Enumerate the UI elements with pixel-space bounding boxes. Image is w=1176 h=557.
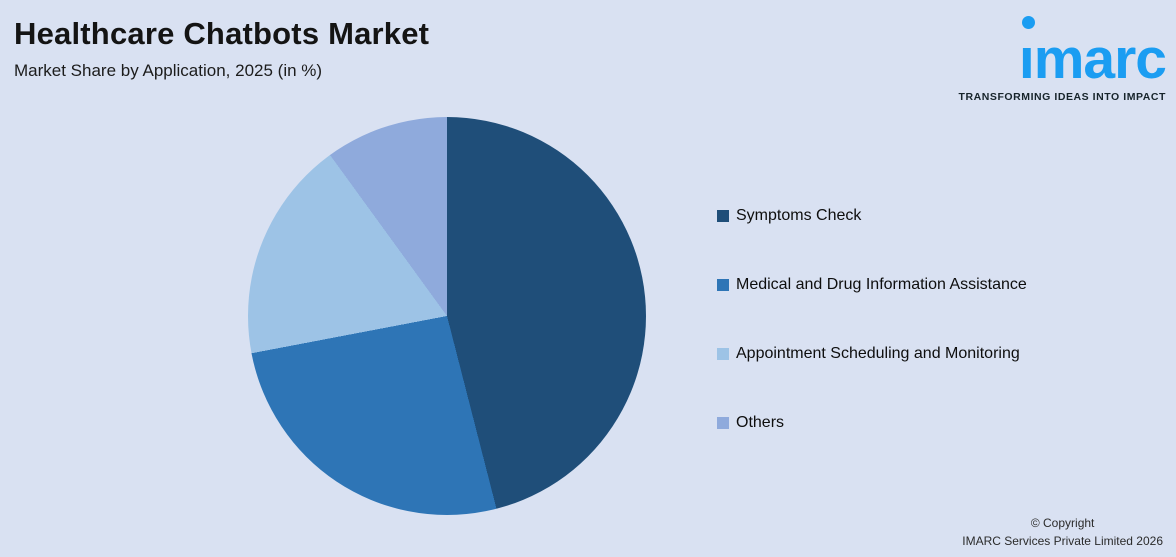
legend-item: Appointment Scheduling and Monitoring	[717, 344, 1027, 364]
legend-item: Symptoms Check	[717, 206, 1027, 226]
pie-chart	[248, 117, 646, 515]
legend-swatch	[717, 348, 729, 360]
legend-swatch	[717, 210, 729, 222]
brand-i-dot-icon	[1021, 16, 1035, 29]
legend-label: Symptoms Check	[736, 207, 862, 224]
copyright-line2: IMARC Services Private Limited 2026	[962, 533, 1163, 548]
legend-item: Others	[717, 413, 1027, 433]
legend-item: Medical and Drug Information Assistance	[717, 275, 1027, 295]
brand-wordmark: ımarc	[1018, 16, 1167, 91]
legend-label: Appointment Scheduling and Monitoring	[736, 345, 1020, 362]
brand-tagline: TRANSFORMING IDEAS INTO IMPACT	[958, 91, 1166, 103]
legend-swatch	[717, 417, 729, 429]
page-title: Healthcare Chatbots Market	[14, 16, 430, 51]
legend-label: Others	[736, 414, 785, 431]
imarc-logo: ımarc TRANSFORMING IDEAS INTO IMPACT	[958, 16, 1167, 103]
legend-swatch	[717, 279, 729, 291]
brand-wordmark-text: ımarc	[1018, 27, 1167, 91]
copyright-notice: © Copyright IMARC Services Private Limit…	[962, 515, 1163, 550]
copyright-line1: © Copyright	[1030, 516, 1095, 531]
legend-label: Medical and Drug Information Assistance	[736, 276, 1027, 293]
chart-legend: Symptoms Check Medical and Drug Informat…	[717, 206, 1027, 433]
page-subtitle: Market Share by Application, 2025 (in %)	[14, 61, 323, 80]
